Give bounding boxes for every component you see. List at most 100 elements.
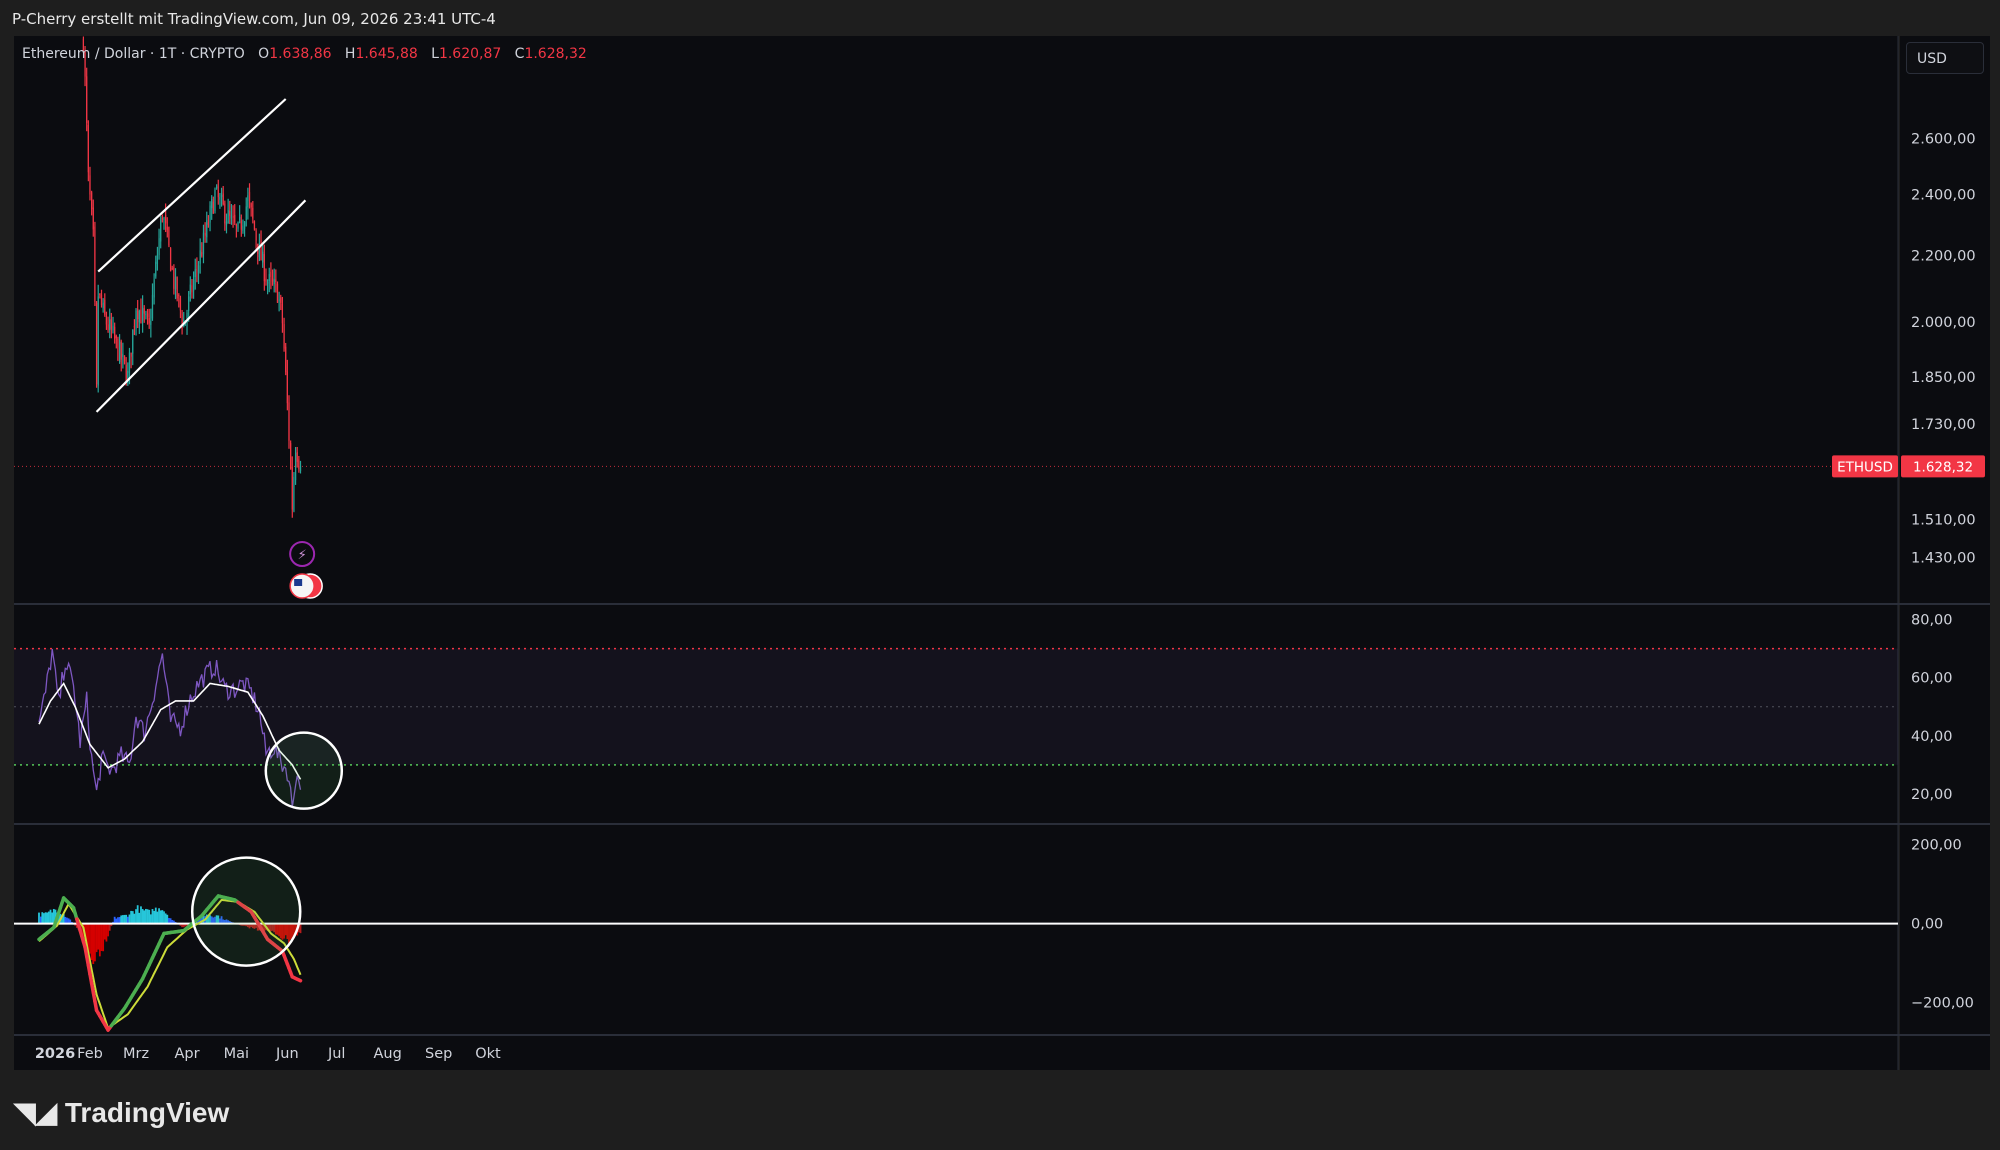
histogram-bar — [39, 916, 42, 924]
candle-body — [267, 282, 269, 284]
histogram-bar — [263, 923, 266, 932]
histogram-bar — [75, 923, 78, 928]
histogram-bar — [253, 923, 256, 929]
histogram-bar — [246, 923, 249, 928]
histogram-bar — [61, 915, 63, 924]
histogram-bar — [121, 915, 124, 924]
legend-open-label: O — [258, 46, 270, 62]
chart-canvas[interactable]: ⚡ 2.600,00 2.400,00 2.200,00 2.000,00 1.850,0… — [0, 36, 2000, 1070]
candle-body — [87, 124, 89, 173]
histogram-bar — [227, 920, 230, 924]
histogram-bar — [108, 923, 111, 931]
candle-body — [262, 251, 264, 263]
tradingview-brand-text: TradingView — [64, 1097, 230, 1128]
histogram-bar — [62, 913, 65, 924]
candle-body — [219, 197, 221, 200]
histogram-bar — [80, 923, 83, 934]
candle-body — [91, 192, 93, 209]
histogram-bar — [215, 915, 218, 924]
legend-low-label: L — [431, 46, 439, 62]
candle-body — [153, 279, 155, 298]
candle-body — [174, 276, 177, 290]
candle-body — [214, 189, 216, 211]
candle-body — [204, 233, 206, 236]
histogram-bar — [294, 923, 297, 935]
macd-signal-line — [38, 898, 302, 1030]
price-axis-background — [1900, 36, 1990, 1070]
histogram-bar — [136, 905, 139, 924]
candle-body — [224, 203, 226, 224]
candle-body — [143, 308, 145, 314]
candle-body — [125, 364, 127, 383]
histogram-bar — [41, 912, 44, 924]
candle-body — [234, 214, 236, 223]
histogram-bar — [182, 923, 185, 928]
candle-body — [211, 198, 213, 209]
histogram-bar — [123, 914, 126, 924]
histogram-bar — [197, 918, 200, 924]
histogram-bar — [207, 915, 210, 924]
tradingview-logo[interactable]: ◥◢ TradingView — [14, 1096, 229, 1129]
histogram-bar — [286, 923, 289, 940]
candle-body — [161, 218, 163, 220]
candle-body — [95, 302, 98, 385]
time-axis-label: Okt — [475, 1046, 501, 1062]
histogram-bar — [278, 923, 281, 937]
candle-body — [290, 443, 292, 469]
histogram-bar — [69, 919, 72, 924]
candle-body — [94, 226, 96, 302]
candle-body — [227, 210, 229, 224]
candle-body — [99, 293, 101, 296]
candle-body — [117, 338, 119, 361]
candle-body — [135, 310, 137, 329]
time-axis-label: Apr — [174, 1046, 199, 1062]
candle-body — [212, 201, 214, 214]
histogram-bar — [98, 923, 101, 957]
symbol-badge — [1832, 455, 1898, 478]
histogram-bar — [49, 909, 52, 924]
rsi-axis-label: 40,00 — [1911, 729, 1953, 745]
candle-body — [291, 467, 293, 510]
histogram-bar — [146, 909, 149, 924]
candle-body — [122, 353, 124, 357]
candle-body — [132, 329, 134, 354]
legend-symbol[interactable]: Ethereum / Dollar · 1T · CRYPTO — [22, 46, 245, 62]
chart-area[interactable]: ⚡ 2.600,00 2.400,00 2.200,00 2.000,00 1.850,0… — [0, 36, 2000, 1070]
candle-body — [120, 341, 122, 360]
histogram-bar — [163, 911, 165, 924]
candle-body — [217, 189, 219, 198]
candle-body — [275, 279, 277, 283]
histogram-bar — [164, 913, 167, 924]
macd-line-segment — [297, 978, 303, 983]
macd-axis-label: 200,00 — [1911, 838, 1962, 854]
histogram-bar — [135, 909, 137, 924]
candle-body — [199, 250, 201, 264]
price-axis-label: 2.000,00 — [1911, 315, 1976, 331]
histogram-bar — [151, 909, 154, 924]
candle-body — [263, 254, 265, 282]
candle-body — [92, 207, 94, 230]
candle-body — [123, 355, 126, 362]
histogram-bar — [87, 923, 90, 953]
rsi-axis-label: 20,00 — [1911, 787, 1953, 803]
histogram-bar — [171, 920, 174, 924]
histogram-bar — [223, 920, 226, 924]
legend-open-value: 1.638,86 — [269, 46, 332, 62]
candle-body — [151, 294, 154, 319]
currency-button[interactable]: USD — [1906, 42, 1984, 74]
histogram-bar — [95, 923, 98, 953]
histogram-bar — [245, 923, 248, 927]
candle-body — [145, 313, 147, 315]
candle-body — [133, 326, 135, 328]
footer-bar: ◥◢ TradingView — [0, 1070, 2000, 1150]
rsi-highlight-circle — [264, 731, 344, 810]
candle-body — [178, 295, 180, 297]
time-axis-label: Mai — [224, 1046, 249, 1062]
histogram-bar — [181, 923, 183, 928]
time-axis-label: Aug — [374, 1046, 402, 1062]
candle-body — [286, 371, 288, 404]
candle-body — [171, 268, 173, 270]
histogram-bar — [140, 906, 142, 924]
histogram-bar — [113, 916, 116, 924]
histogram-bar — [228, 921, 231, 924]
